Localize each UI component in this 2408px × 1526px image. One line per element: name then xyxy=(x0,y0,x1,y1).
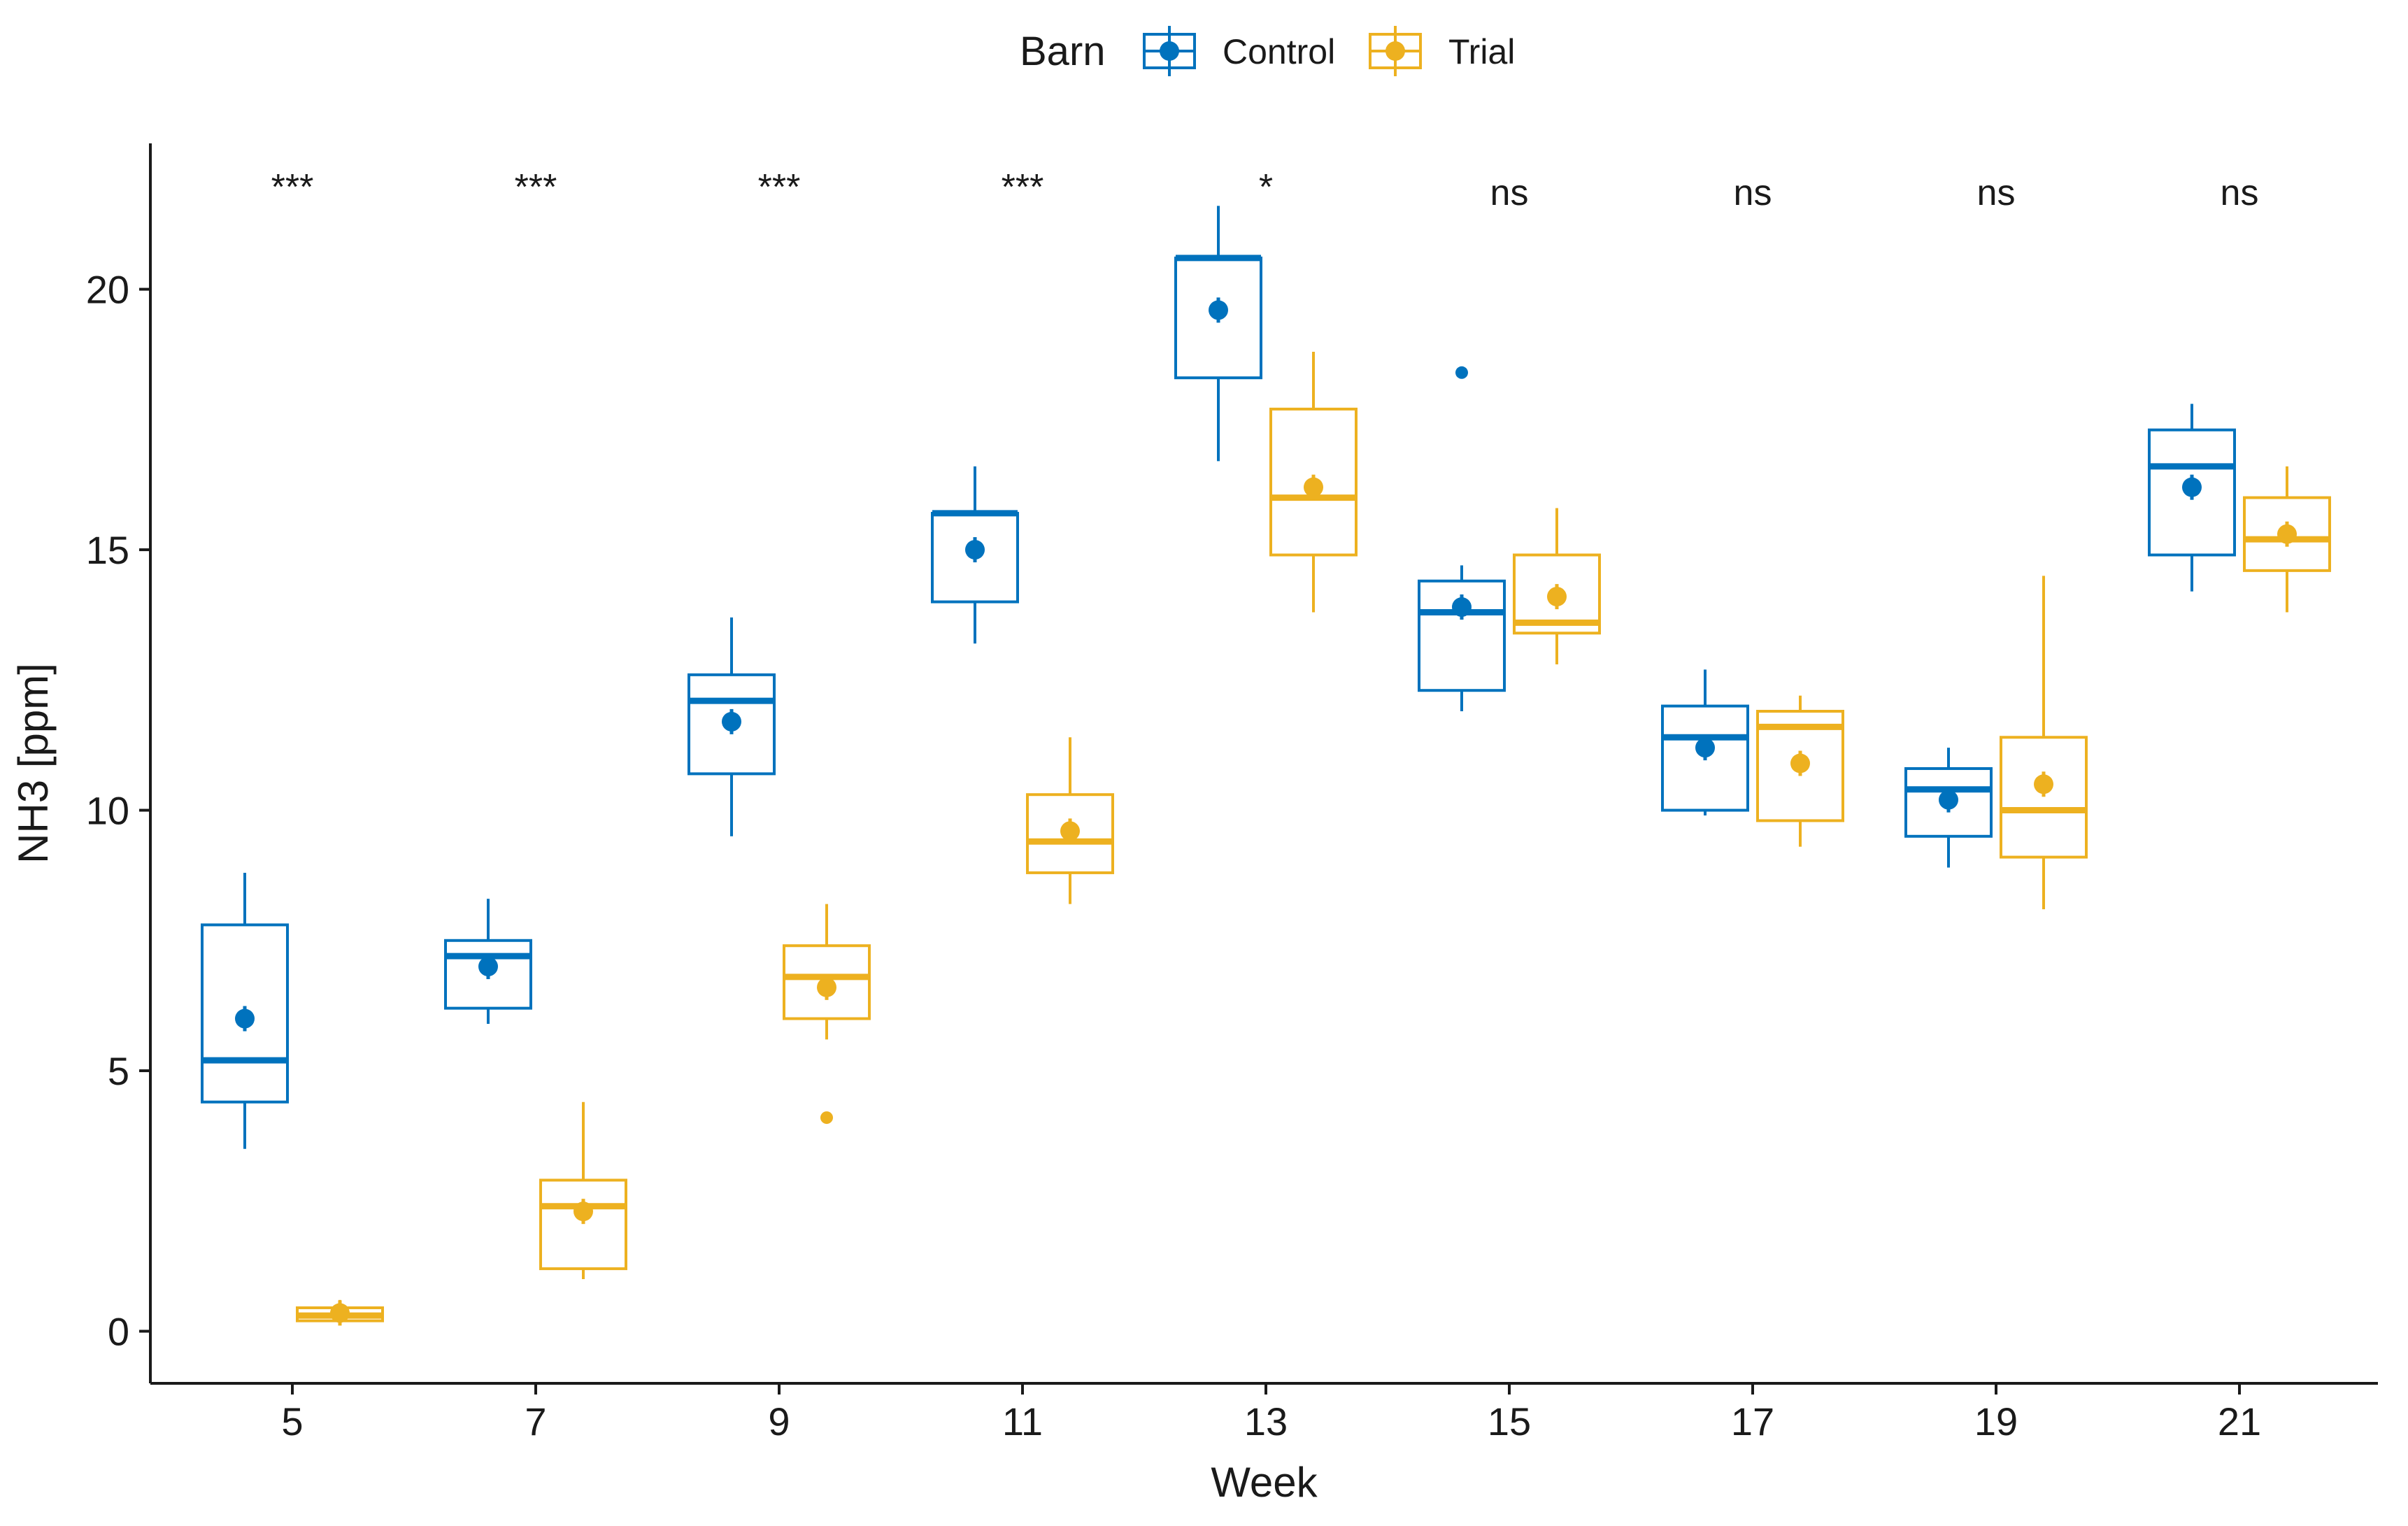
box-body xyxy=(539,1178,627,1271)
box-control-week-11 xyxy=(931,466,1019,644)
legend: Barn Control Trial xyxy=(1020,26,1515,76)
box-trial-week-5 xyxy=(296,1299,384,1326)
box-control-week-13 xyxy=(1174,206,1262,462)
mean-point xyxy=(1547,587,1567,607)
legend-label-trial: Trial xyxy=(1448,32,1515,71)
axes: 0 5 10 15 20 5 7 9 11 13 15 17 19 21 Week NH3 [ppm] xyxy=(10,143,2378,1506)
box-trial-week-21 xyxy=(2243,466,2331,613)
legend-key-mean xyxy=(1385,41,1405,61)
x-tick-label: 11 xyxy=(1002,1399,1043,1443)
mean-point xyxy=(478,957,498,977)
legend-title: Barn xyxy=(1020,29,1106,74)
box-body xyxy=(1513,553,1601,635)
outlier-point xyxy=(1455,366,1468,379)
mean-point xyxy=(1452,597,1472,618)
box-body xyxy=(1756,710,1844,822)
box-body xyxy=(1904,766,1993,838)
x-tick-label: 5 xyxy=(281,1399,303,1443)
x-tick-label: 7 xyxy=(525,1399,546,1443)
mean-point xyxy=(2182,477,2202,497)
mean-point xyxy=(2034,774,2053,794)
box-body xyxy=(1661,704,1749,812)
mean-point xyxy=(965,540,985,560)
mean-point xyxy=(817,977,836,997)
box-control-week-15 xyxy=(1418,366,1506,712)
y-tick-label: 5 xyxy=(108,1049,129,1093)
box-body xyxy=(783,944,871,1020)
significance-label-week-7: *** xyxy=(515,167,557,208)
box-body xyxy=(2243,496,2331,572)
box-body xyxy=(1269,407,1358,557)
significance-label-week-21: ns xyxy=(2221,173,2259,213)
legend-label-control: Control xyxy=(1223,32,1335,71)
outlier-point xyxy=(820,1111,833,1125)
mean-point xyxy=(2277,524,2297,544)
mean-point xyxy=(1695,738,1715,758)
box-trial-week-9 xyxy=(783,904,871,1125)
box-control-week-17 xyxy=(1661,669,1749,815)
y-tick-label: 20 xyxy=(86,268,129,312)
x-axis-title: Week xyxy=(1211,1459,1318,1506)
box-body xyxy=(1026,793,1114,874)
box-control-week-19 xyxy=(1904,748,1993,868)
box-body xyxy=(2000,736,2088,859)
y-tick-label: 0 xyxy=(108,1310,129,1354)
y-tick-label: 10 xyxy=(86,789,129,833)
box-trial-week-19 xyxy=(2000,576,2088,910)
box-control-week-21 xyxy=(2148,404,2236,592)
legend-key-control xyxy=(1143,26,1196,76)
mean-point xyxy=(1790,753,1810,773)
box-body xyxy=(444,939,532,1010)
significance-label-week-19: ns xyxy=(1977,173,2016,213)
box-trial-week-11 xyxy=(1026,737,1114,904)
legend-key-mean xyxy=(1160,41,1179,61)
mean-point xyxy=(1209,300,1228,320)
x-tick-label: 17 xyxy=(1731,1399,1774,1443)
significance-label-week-11: *** xyxy=(1002,167,1044,208)
mean-point xyxy=(235,1008,255,1029)
box-trial-week-15 xyxy=(1513,508,1601,664)
x-tick-label: 21 xyxy=(2218,1399,2261,1443)
y-axis-title: NH3 [ppm] xyxy=(10,663,57,864)
mean-point xyxy=(1060,821,1080,841)
x-tick-label: 13 xyxy=(1244,1399,1288,1443)
significance-label-week-9: *** xyxy=(758,167,801,208)
box-control-week-7 xyxy=(444,899,532,1024)
plot-area: *** *** *** *** * ns ns ns ns xyxy=(201,167,2331,1326)
significance-label-week-15: ns xyxy=(1490,173,1529,213)
box-body xyxy=(2148,428,2236,557)
box-control-week-5 xyxy=(201,872,289,1149)
mean-point xyxy=(1304,477,1323,497)
legend-key-trial xyxy=(1369,26,1422,76)
significance-label-week-17: ns xyxy=(1734,173,1772,213)
x-tick-label: 9 xyxy=(768,1399,790,1443)
significance-label-week-13: * xyxy=(1259,167,1273,208)
box-trial-week-17 xyxy=(1756,695,1844,847)
mean-point xyxy=(1939,790,1958,810)
x-tick-label: 19 xyxy=(1974,1399,2018,1443)
x-tick-label: 15 xyxy=(1488,1399,1531,1443)
y-tick-label: 15 xyxy=(86,528,129,572)
box-control-week-9 xyxy=(688,617,776,836)
box-body xyxy=(201,923,289,1104)
significance-label-week-5: *** xyxy=(271,167,314,208)
mean-point xyxy=(573,1201,593,1222)
mean-point xyxy=(722,711,741,732)
box-body xyxy=(1418,579,1506,692)
box-trial-week-13 xyxy=(1269,351,1358,613)
box-body xyxy=(688,673,776,776)
mean-point xyxy=(330,1303,350,1323)
box-trial-week-7 xyxy=(539,1101,627,1280)
